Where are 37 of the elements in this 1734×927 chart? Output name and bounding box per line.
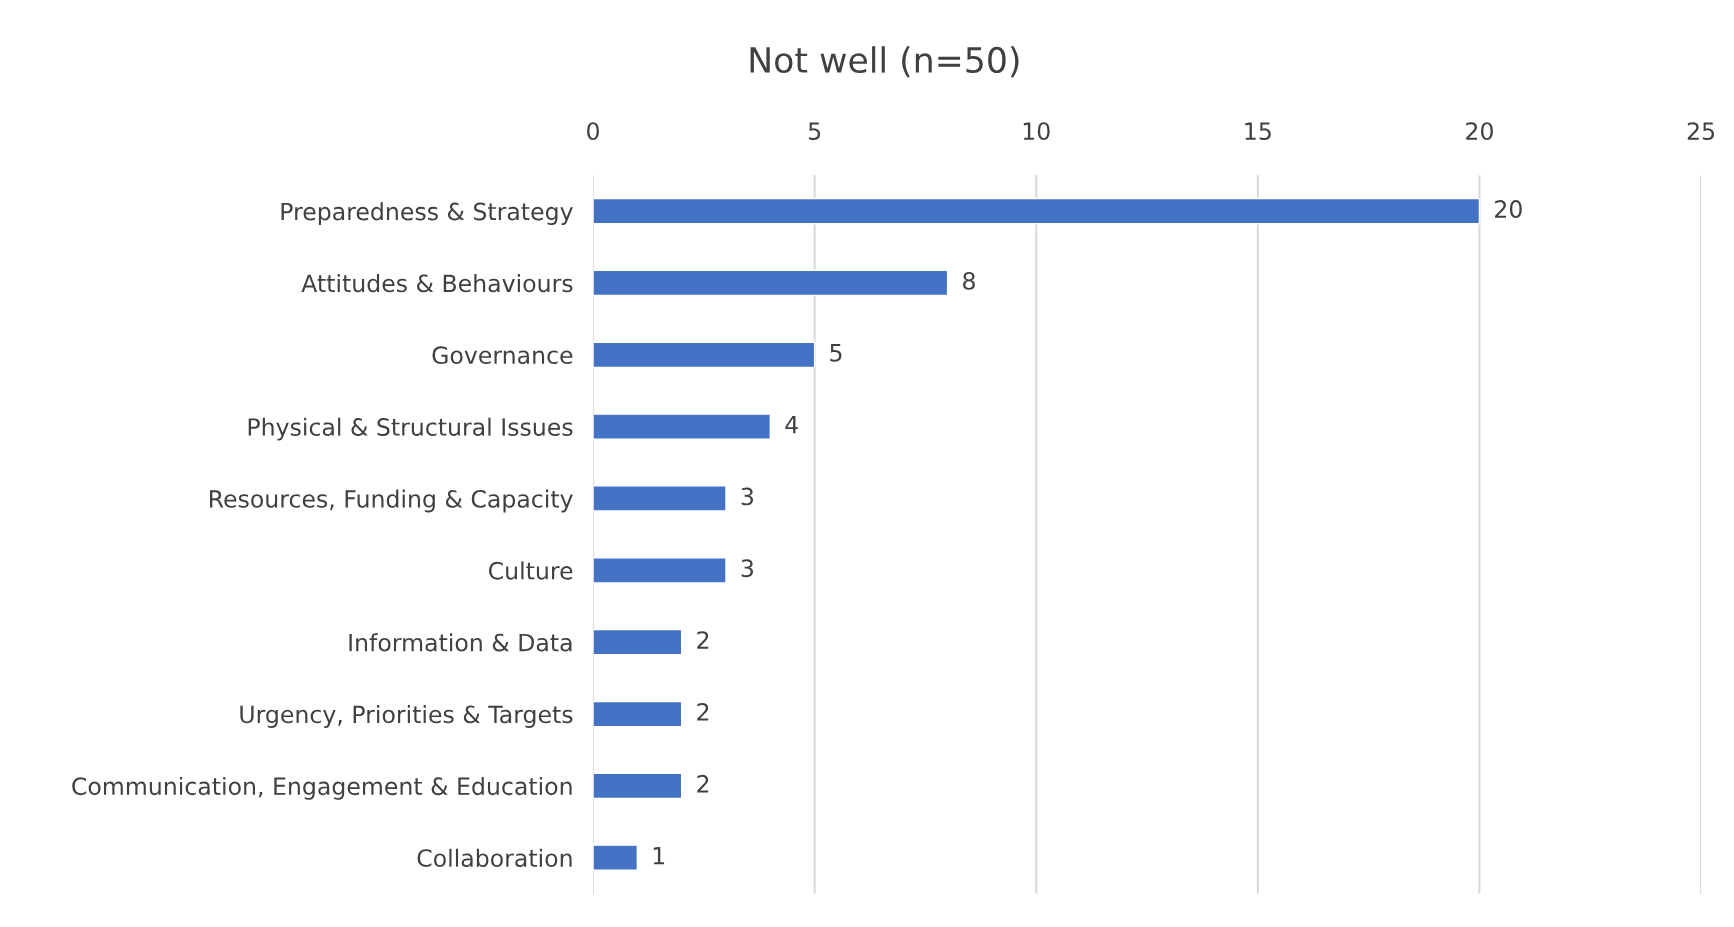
x-tick-label: 10 [1023,122,1050,141]
bar [593,844,639,871]
data-label: 2 [697,631,709,649]
data-label: 3 [741,487,754,506]
data-label: 2 [697,774,709,793]
data-label: 1 [653,847,665,865]
x-tick-label: 15 [1245,122,1271,141]
y-tick-label: Collaboration [417,848,572,868]
y-tick-label: Preparedness & Strategy [281,202,573,226]
x-tick-label: 5 [808,122,821,141]
bar [593,269,949,297]
x-tick-label: 20 [1466,122,1493,141]
x-tick-label: 0 [587,122,599,141]
data-label: 5 [830,344,842,362]
bar [593,700,683,728]
data-label: 8 [963,271,975,290]
chart-title: Not well (n=50) [750,46,1019,78]
y-tick-label: Communication, Engagement & Education [72,776,572,800]
data-label: 20 [1495,200,1522,218]
bar [593,772,683,800]
y-tick-label: Culture [488,561,573,580]
y-tick-label: Attitudes & Behaviours [301,274,573,293]
y-tick-label: Resources, Funding & Capacity [210,489,573,513]
data-label: 3 [741,559,754,578]
y-tick-label: Information & Data [349,633,572,652]
bar [593,557,727,584]
data-label: 4 [785,415,798,434]
bar [593,341,816,369]
bar [593,413,772,440]
x-tick-label: 25 [1687,122,1715,141]
y-tick-label: Physical & Structural Issues [248,417,573,441]
data-label: 2 [697,703,709,721]
y-tick-label: Governance [432,346,573,365]
bar [593,628,683,656]
bar [593,197,1481,225]
bar [593,485,727,512]
y-tick-label: Urgency, Priorities & Targets [240,705,573,728]
